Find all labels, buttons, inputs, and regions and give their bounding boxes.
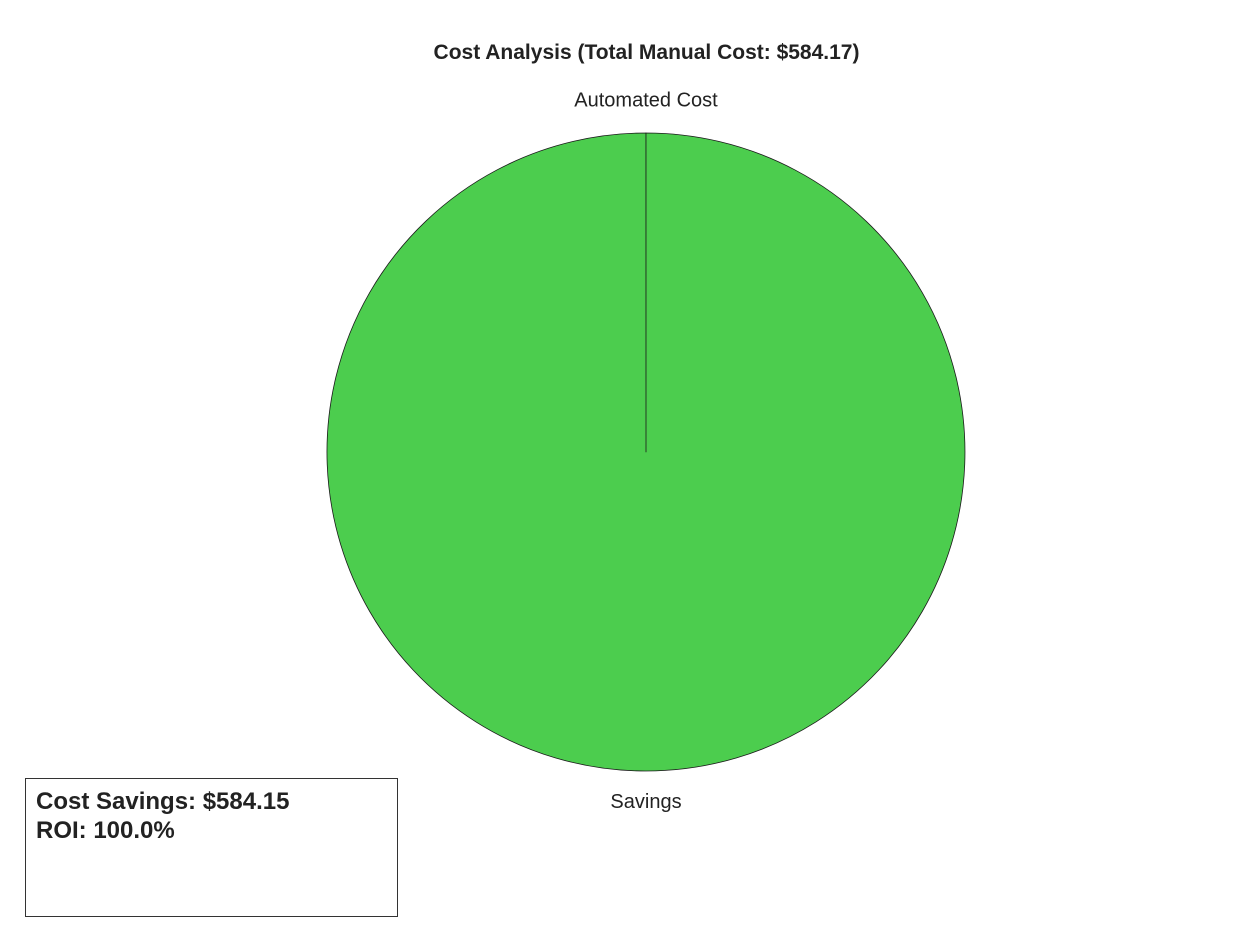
roi-text: ROI: 100.0% [36, 817, 175, 844]
chart-title: Cost Analysis (Total Manual Cost: $584.1… [433, 41, 860, 64]
slice-label-automated-cost: Automated Cost [574, 89, 718, 111]
cost-savings-box: Cost Savings: $584.15 ROI: 100.0% [25, 778, 398, 917]
cost-savings-text: Cost Savings: $584.15 [36, 788, 290, 815]
pie-slice-savings [326, 132, 966, 772]
slice-label-savings: Savings [610, 791, 681, 813]
